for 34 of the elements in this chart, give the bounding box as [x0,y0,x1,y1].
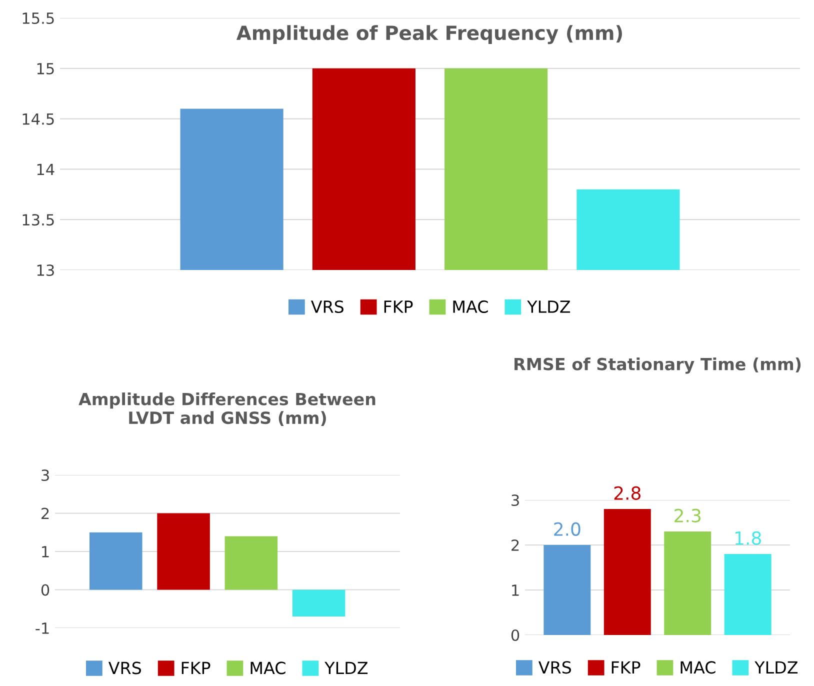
y-tick-label: 3 [512,494,519,506]
legend-label: VRS [538,661,571,674]
legend-label: FKP [612,661,640,674]
legend-label: YLDZ [324,662,368,674]
legend-label: MAC [250,662,286,674]
legend-label: YLDZ [754,661,798,674]
y-tick-label: 15.5 [22,12,54,24]
y-tick-label: 2 [42,508,49,520]
legend-label: YLDZ [527,300,570,313]
y-tick-label: 1 [42,546,49,558]
chart-title: Amplitude Differences Between LVDT and GNSS (mm) [78,392,376,426]
y-tick-label: 0 [41,584,50,596]
y-tick-label: 15 [37,63,54,74]
chart-title: Amplitude of Peak Frequency (mm) [236,25,622,44]
data-label: 2.3 [674,508,701,522]
data-label: 1.8 [735,531,761,545]
y-tick-label: 3 [42,469,49,482]
data-label: 2.8 [614,486,641,500]
legend-label: FKP [182,662,210,674]
legend-label: VRS [310,300,344,314]
chart-title: RMSE of Stationary Time (mm) [514,358,801,374]
data-label: 2.0 [554,522,580,536]
legend-label: MAC [680,661,716,674]
y-tick-label: 14 [37,164,54,176]
legend-label: MAC [453,300,488,314]
legend-label: FKP [384,300,413,313]
y-tick-label: 2 [512,539,519,551]
y-tick-label: 1 [512,584,519,596]
y-tick-label: -1 [36,622,49,634]
y-tick-label: 0 [511,629,520,642]
y-tick-label: 13 [37,264,54,276]
y-tick-label: 14.5 [22,113,54,125]
legend-label: VRS [108,662,141,674]
y-tick-label: 13.5 [22,214,54,226]
